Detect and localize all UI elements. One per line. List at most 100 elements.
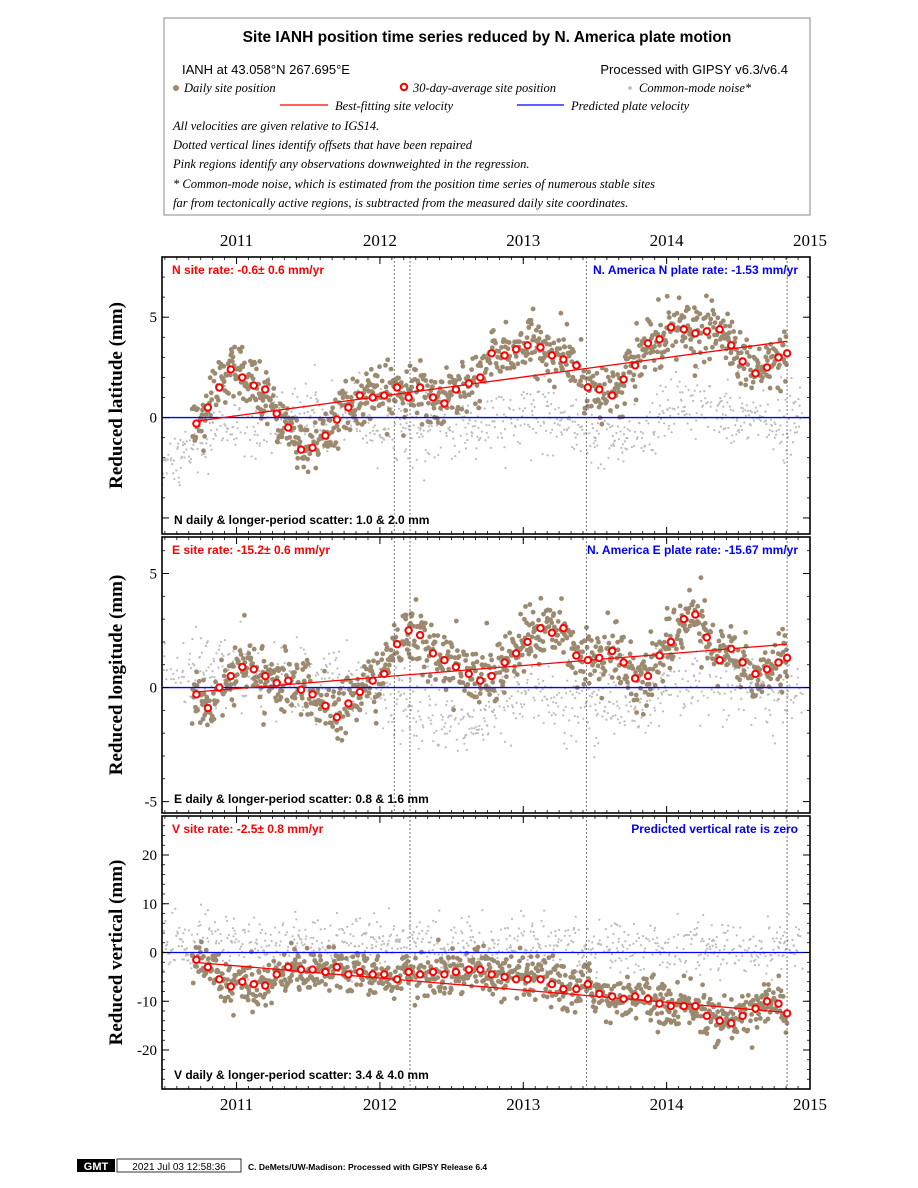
- common-mode-point: [762, 389, 765, 392]
- common-mode-point: [716, 955, 719, 958]
- common-mode-point: [626, 428, 630, 431]
- daily-position-point: [615, 647, 621, 653]
- common-mode-point: [757, 956, 760, 959]
- daily-position-point: [403, 616, 409, 622]
- daily-position-point: [448, 654, 454, 660]
- common-mode-point: [699, 953, 702, 956]
- common-mode-point: [732, 947, 735, 951]
- common-mode-point: [324, 948, 327, 951]
- common-mode-point: [567, 426, 570, 429]
- common-mode-point: [176, 932, 179, 935]
- common-mode-point: [510, 917, 514, 921]
- common-mode-point: [735, 954, 738, 958]
- common-mode-point: [219, 424, 222, 428]
- daily-position-point: [330, 694, 336, 699]
- daily-position-point: [538, 595, 544, 601]
- daily-position-point: [680, 338, 685, 344]
- daily-position-point: [773, 666, 779, 671]
- daily-position-point: [425, 383, 430, 388]
- daily-position-point: [266, 382, 271, 387]
- daily-position-point: [431, 633, 437, 638]
- common-mode-point: [648, 699, 652, 702]
- daily-position-point: [635, 354, 641, 359]
- common-mode-point: [192, 443, 195, 446]
- daily-position-point: [237, 367, 243, 373]
- common-mode-point: [508, 407, 512, 410]
- common-mode-point: [655, 393, 659, 396]
- daily-position-point: [756, 346, 762, 352]
- common-mode-point: [612, 702, 615, 706]
- common-mode-point: [660, 693, 664, 696]
- common-mode-point: [795, 949, 799, 952]
- common-mode-point: [345, 942, 348, 945]
- common-mode-point: [583, 705, 586, 709]
- common-mode-point: [501, 420, 505, 423]
- avg-position-point: [702, 633, 711, 642]
- daily-position-point: [299, 695, 305, 701]
- common-mode-point: [596, 693, 599, 697]
- common-mode-point: [640, 446, 643, 450]
- daily-position-point: [744, 350, 750, 355]
- common-mode-point: [444, 722, 447, 725]
- common-mode-point: [754, 716, 757, 720]
- common-mode-point: [253, 433, 256, 436]
- common-mode-point: [758, 939, 761, 942]
- daily-position-point: [309, 711, 314, 717]
- daily-position-point: [279, 688, 285, 694]
- daily-position-point: [701, 359, 707, 365]
- common-mode-point: [263, 439, 266, 442]
- daily-position-point: [282, 644, 288, 650]
- common-mode-point: [594, 953, 597, 956]
- daily-position-point: [710, 622, 716, 628]
- common-mode-point: [694, 437, 697, 441]
- common-mode-point: [726, 683, 729, 686]
- common-mode-point: [500, 396, 503, 399]
- common-mode-point: [538, 390, 541, 393]
- daily-position-point: [359, 383, 364, 389]
- daily-position-point: [459, 359, 465, 365]
- common-mode-point: [187, 455, 190, 458]
- daily-position-point: [696, 631, 702, 636]
- daily-position-point: [735, 647, 741, 653]
- common-mode-point: [575, 691, 578, 694]
- common-mode-point: [392, 928, 395, 931]
- common-mode-point: [658, 963, 662, 966]
- daily-position-point: [241, 968, 247, 973]
- common-mode-point: [611, 424, 614, 428]
- avg-position-point: [451, 385, 461, 394]
- avg-position-point: [583, 383, 592, 392]
- daily-position-point: [318, 692, 324, 698]
- common-mode-point: [699, 390, 702, 393]
- common-mode-point: [278, 406, 281, 409]
- common-mode-point: [651, 938, 655, 941]
- daily-position-point: [570, 665, 575, 671]
- daily-position-point: [525, 632, 531, 638]
- daily-position-point: [610, 373, 616, 379]
- daily-position-point: [313, 428, 319, 434]
- common-mode-point: [262, 965, 265, 968]
- daily-position-point: [364, 666, 369, 672]
- daily-position-point: [247, 643, 253, 649]
- common-mode-point: [532, 946, 535, 950]
- common-mode-point: [178, 938, 181, 941]
- common-mode-point: [651, 681, 655, 684]
- common-mode-point: [315, 723, 318, 726]
- daily-position-point: [297, 439, 303, 445]
- common-mode-point: [613, 732, 616, 735]
- common-mode-point: [348, 955, 351, 958]
- daily-position-point: [657, 342, 662, 348]
- common-mode-point: [574, 697, 577, 700]
- common-mode-point: [325, 665, 328, 668]
- common-mode-point: [421, 739, 424, 743]
- daily-position-point: [469, 676, 475, 682]
- daily-position-point: [315, 687, 321, 692]
- common-mode-point: [709, 948, 712, 951]
- common-mode-point: [628, 944, 632, 947]
- common-mode-point: [683, 703, 686, 706]
- common-mode-point: [474, 690, 477, 693]
- common-mode-point: [689, 394, 692, 397]
- common-mode-point: [248, 923, 251, 926]
- daily-position-point: [335, 736, 340, 741]
